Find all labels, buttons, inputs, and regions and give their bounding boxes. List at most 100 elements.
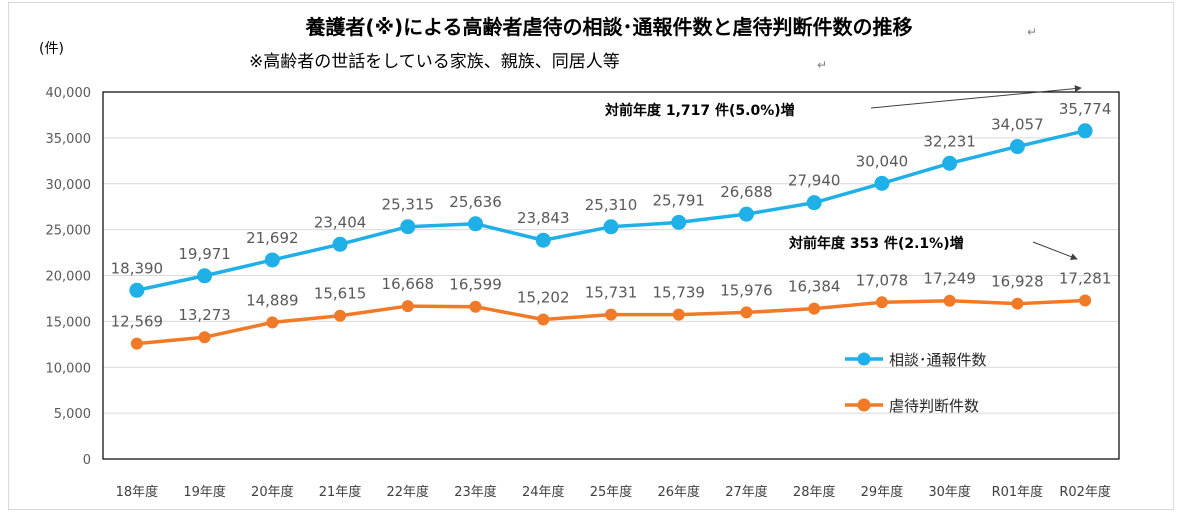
chart-subtitle: ※高齢者の世話をしている家族、親族、同居人等 [249, 52, 620, 72]
legend-marker [857, 398, 871, 412]
data-point [671, 214, 687, 230]
data-label: 25,310 [585, 196, 638, 214]
x-tick-label: 22年度 [387, 484, 430, 500]
annotation-arrow [870, 85, 1082, 109]
data-label: 23,843 [517, 209, 570, 227]
data-point [264, 252, 280, 268]
data-label: 35,774 [1059, 100, 1112, 118]
data-point [874, 175, 890, 191]
data-label: 15,739 [652, 284, 705, 302]
x-tick-label: 30年度 [928, 484, 971, 500]
data-label: 34,057 [991, 116, 1044, 134]
y-tick-label: 40,000 [46, 86, 92, 101]
chart-frame: 養護者(※)による高齢者虐待の相談･通報件数と虐待判断件数の推移 ↵ ※高齢者の… [8, 2, 1174, 510]
y-tick-label: 35,000 [46, 132, 92, 147]
data-point [806, 195, 822, 211]
y-tick-label: 20,000 [46, 270, 92, 285]
data-point [1077, 123, 1093, 139]
data-label: 26,688 [720, 183, 773, 201]
data-label: 15,976 [720, 281, 773, 299]
data-point [334, 309, 347, 322]
y-tick-label: 15,000 [46, 315, 92, 330]
x-tick-label: 21年度 [319, 484, 362, 500]
data-point [468, 216, 484, 232]
x-tick-label: 26年度 [657, 484, 700, 500]
data-point [943, 294, 956, 307]
y-axis-ticks: 0 5,000 10,000 15,000 20,000 25,000 30,000 35,0… [46, 86, 92, 468]
legend-label: 虐待判断件数 [889, 397, 979, 415]
data-label: 17,281 [1059, 269, 1112, 287]
data-label: 17,078 [856, 271, 909, 289]
data-point [198, 331, 211, 344]
legend-label: 相談･通報件数 [889, 351, 987, 369]
annotation-text: 対前年度 353 件(2.1%)増 [788, 235, 964, 252]
data-point [672, 308, 685, 321]
x-tick-label: R01年度 [992, 484, 1044, 500]
annotation-arrow [1032, 241, 1078, 261]
data-labels: 18,390 19,971 21,692 23,404 25,315 25,636 23,8… [111, 100, 1112, 331]
data-series [129, 123, 1093, 350]
legend-marker [857, 352, 871, 366]
x-tick-label: 27年度 [725, 484, 768, 500]
data-label: 21,692 [246, 229, 299, 247]
annotation-text: 対前年度 1,717 件(5.0%)増 [604, 102, 795, 119]
data-point [130, 337, 143, 350]
data-label: 12,569 [111, 313, 164, 331]
data-label: 15,731 [585, 284, 638, 302]
data-label: 23,404 [314, 213, 367, 231]
data-label: 17,249 [923, 270, 976, 288]
data-label: 15,615 [314, 285, 367, 303]
x-tick-label: 28年度 [793, 484, 836, 500]
chart-title: 養護者(※)による高齢者虐待の相談･通報件数と虐待判断件数の推移 [304, 15, 912, 39]
data-point [129, 282, 145, 298]
data-point [537, 313, 550, 326]
data-point [1079, 294, 1092, 307]
data-label: 14,889 [246, 291, 299, 309]
y-tick-label: 5,000 [54, 407, 91, 422]
line-chart: 養護者(※)による高齢者虐待の相談･通報件数と虐待判断件数の推移 ↵ ※高齢者の… [39, 15, 1120, 500]
plot-area-border [102, 91, 1120, 460]
x-tick-label: 29年度 [861, 484, 904, 500]
y-tick-label: 0 [83, 453, 91, 468]
data-point [808, 302, 821, 315]
data-label: 16,668 [382, 275, 435, 293]
data-point [469, 300, 482, 313]
data-point [400, 219, 416, 235]
x-tick-label: 20年度 [251, 484, 294, 500]
data-point [738, 206, 754, 222]
data-label: 16,928 [991, 273, 1044, 291]
data-label: 30,040 [856, 152, 909, 170]
data-label: 27,940 [788, 172, 841, 190]
data-label: 25,636 [449, 193, 502, 211]
paragraph-mark: ↵ [1027, 25, 1037, 39]
data-point [332, 236, 348, 252]
data-point [535, 232, 551, 248]
y-axis-unit-label: (件) [39, 41, 64, 57]
x-tick-label: 23年度 [454, 484, 497, 500]
data-label: 25,315 [382, 196, 435, 214]
data-point [1009, 139, 1025, 155]
data-label: 25,791 [652, 191, 705, 209]
data-label: 16,384 [788, 278, 841, 296]
data-label: 19,971 [178, 245, 231, 263]
data-point [740, 306, 753, 319]
data-point [197, 268, 213, 284]
x-tick-label: 24年度 [522, 484, 565, 500]
data-label: 15,202 [517, 289, 570, 307]
data-point [942, 155, 958, 171]
data-label: 13,273 [178, 306, 231, 324]
data-point [605, 308, 617, 321]
paragraph-mark: ↵ [817, 58, 827, 72]
data-label: 16,599 [449, 276, 502, 294]
data-label: 32,231 [923, 132, 976, 150]
y-tick-label: 30,000 [46, 178, 92, 193]
x-tick-label: 19年度 [183, 484, 226, 500]
x-tick-label: R02年度 [1059, 484, 1111, 500]
x-tick-label: 25年度 [590, 484, 633, 500]
data-point [1011, 297, 1024, 310]
y-tick-label: 25,000 [46, 224, 92, 239]
y-tick-label: 10,000 [46, 361, 92, 376]
data-point [266, 316, 279, 329]
